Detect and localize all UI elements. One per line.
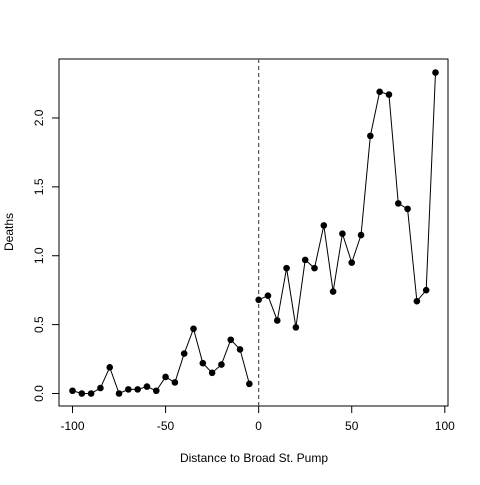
data-point: [255, 296, 262, 304]
data-point: [339, 230, 346, 237]
data-point: [367, 132, 374, 140]
data-point: [264, 292, 272, 299]
data-point: [227, 336, 235, 344]
data-point: [385, 91, 393, 98]
data-point: [208, 369, 216, 377]
data-point: [292, 324, 300, 331]
data-point: [199, 359, 207, 367]
data-point: [134, 386, 141, 393]
x-tick-label: -50: [157, 419, 175, 433]
y-tick-label: 1.5: [32, 178, 46, 195]
series-line-right: [258, 72, 436, 328]
x-axis-label: Distance to Broad St. Pump: [180, 451, 328, 465]
x-axis: -100 -50 0 50 100: [60, 406, 455, 433]
data-point: [106, 364, 114, 371]
plot-frame: [58, 58, 449, 407]
series-lines: [72, 72, 436, 395]
x-tick-label: 100: [435, 419, 455, 433]
data-point: [162, 373, 169, 381]
y-tick-label: 0.5: [32, 316, 46, 333]
data-point: [180, 350, 188, 357]
data-point: [115, 390, 123, 397]
data-point: [376, 88, 383, 96]
x-tick-label: 50: [345, 419, 359, 433]
data-point: [348, 259, 356, 266]
data-point: [311, 264, 318, 272]
data-point: [190, 325, 197, 333]
series-points: [69, 69, 439, 397]
data-point: [404, 205, 411, 213]
data-point: [78, 390, 86, 397]
data-point: [432, 69, 439, 76]
data-point: [236, 346, 244, 353]
data-point: [329, 288, 337, 295]
series-line-left: [72, 327, 250, 395]
data-point: [152, 387, 160, 395]
data-point: [87, 390, 95, 397]
y-axis: 0.0 0.5 1.0 1.5 2.0: [32, 109, 59, 402]
data-point: [357, 231, 365, 239]
y-axis-label: Deaths: [2, 213, 16, 251]
data-point: [422, 286, 430, 294]
x-tick-label: 0: [255, 419, 262, 433]
data-point: [320, 222, 328, 229]
data-point: [273, 317, 281, 324]
data-point: [301, 256, 309, 264]
y-tick-label: 1.0: [32, 247, 46, 264]
data-point: [171, 379, 179, 386]
y-tick-label: 0.0: [32, 385, 46, 402]
data-point: [246, 380, 253, 388]
data-point: [143, 383, 151, 390]
data-point: [69, 387, 76, 395]
data-point: [125, 386, 132, 393]
data-point: [218, 361, 225, 368]
data-point: [394, 200, 402, 207]
y-tick-label: 2.0: [32, 109, 46, 126]
x-tick-label: -100: [60, 419, 84, 433]
data-point: [283, 264, 290, 272]
data-point: [413, 297, 421, 305]
data-point: [97, 384, 104, 392]
